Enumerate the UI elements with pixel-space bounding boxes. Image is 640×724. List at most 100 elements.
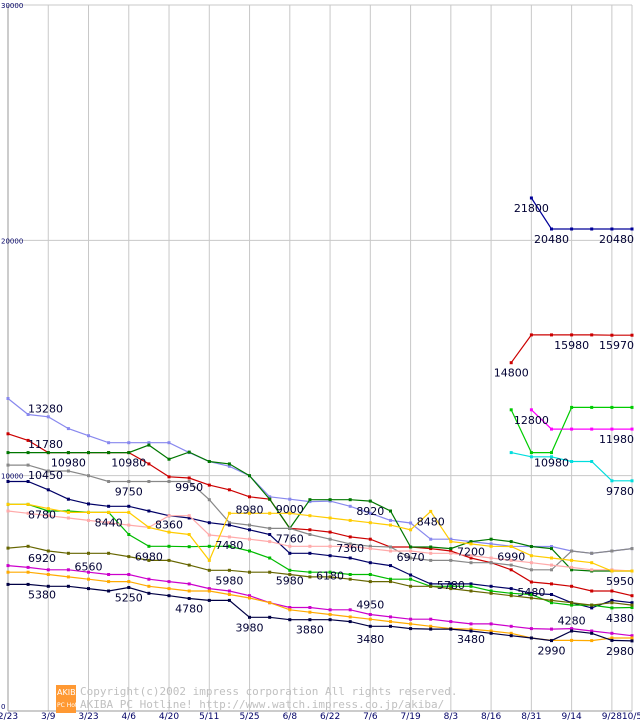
data-label: 12800 <box>514 414 549 427</box>
data-point <box>469 561 473 565</box>
data-point <box>429 582 433 586</box>
data-point <box>348 608 352 612</box>
data-point <box>308 618 312 622</box>
data-point <box>6 463 10 467</box>
data-point <box>389 577 392 581</box>
data-label: 10450 <box>28 469 63 482</box>
data-point <box>127 504 131 508</box>
data-point <box>288 608 292 612</box>
data-point <box>529 561 533 565</box>
data-point <box>26 480 30 483</box>
data-point <box>409 627 413 631</box>
data-point <box>570 629 574 633</box>
data-point <box>167 514 171 518</box>
data-point <box>26 451 30 455</box>
data-point <box>6 509 10 513</box>
data-label: 3480 <box>457 633 485 646</box>
data-point <box>268 533 272 536</box>
data-point <box>227 535 231 539</box>
data-point <box>409 556 413 560</box>
data-point <box>167 530 171 534</box>
data-point <box>328 570 332 574</box>
data-point <box>268 497 272 501</box>
data-point <box>570 333 574 337</box>
data-point <box>87 587 90 591</box>
data-point <box>26 413 30 416</box>
data-label: 2990 <box>537 645 565 658</box>
data-point <box>509 545 513 548</box>
data-label: 7760 <box>276 532 304 545</box>
data-point <box>529 596 533 600</box>
data-point <box>630 636 634 640</box>
series-layer <box>6 196 634 643</box>
data-point <box>509 408 513 412</box>
data-point <box>529 627 533 631</box>
data-point <box>87 451 90 455</box>
data-point <box>248 528 251 532</box>
data-point <box>167 457 171 461</box>
data-point <box>489 542 493 546</box>
data-point <box>348 556 352 560</box>
data-point <box>550 568 553 572</box>
series <box>6 544 634 607</box>
data-point <box>26 438 30 442</box>
data-point <box>550 547 553 551</box>
data-point <box>590 460 594 463</box>
x-tick-label: 3/23 <box>78 712 98 720</box>
data-point <box>610 479 614 483</box>
data-point <box>570 227 574 231</box>
data-point <box>187 450 191 454</box>
data-point <box>46 573 50 576</box>
data-point <box>207 587 211 591</box>
data-point <box>590 333 594 337</box>
series <box>6 564 634 638</box>
data-point <box>87 502 90 506</box>
data-point <box>6 502 10 506</box>
data-point <box>328 498 332 502</box>
data-point <box>630 634 634 638</box>
data-point <box>46 568 50 572</box>
data-point <box>107 521 111 525</box>
data-point <box>389 518 392 522</box>
data-point <box>509 451 513 455</box>
data-point <box>107 480 111 483</box>
data-point <box>268 570 272 574</box>
data-point <box>328 537 332 541</box>
series-line <box>530 409 632 430</box>
x-tick-label: 5/11 <box>199 712 219 720</box>
data-point <box>66 568 70 572</box>
data-point <box>389 564 392 568</box>
data-label: 10980 <box>111 457 146 470</box>
data-point <box>630 479 634 483</box>
data-point <box>46 469 50 473</box>
x-axis-ticks: 2/23 3/9 3/23 4/6 4/20 5/11 5/25 6/8 6/22 7/6 7/19… <box>0 712 640 722</box>
data-point <box>630 547 634 551</box>
data-point <box>348 615 352 619</box>
x-tick-label: 8/3 <box>444 712 458 720</box>
x-tick-label: 3/9 <box>41 712 56 720</box>
y-axis-ticks: 0 10000 20000 30000 <box>1 2 23 711</box>
data-point <box>107 580 111 584</box>
data-point <box>227 488 231 492</box>
data-point <box>107 589 111 593</box>
data-point <box>207 598 211 602</box>
data-point <box>489 561 493 565</box>
data-label: 8360 <box>155 518 183 531</box>
data-point <box>147 584 151 588</box>
data-point <box>66 469 70 473</box>
data-point <box>550 639 553 643</box>
x-tick-label: 4/6 <box>122 712 137 720</box>
data-point <box>107 573 111 576</box>
data-point <box>409 521 413 525</box>
data-point <box>167 480 171 483</box>
data-point <box>167 594 171 598</box>
data-label: 5950 <box>606 575 634 588</box>
data-point <box>630 333 634 337</box>
data-point <box>66 497 70 501</box>
data-point <box>610 227 614 231</box>
data-point <box>328 575 332 579</box>
data-point <box>46 415 50 419</box>
data-label: 6990 <box>497 551 525 564</box>
y-tick-label: 10000 <box>1 473 23 481</box>
data-point <box>630 601 634 605</box>
